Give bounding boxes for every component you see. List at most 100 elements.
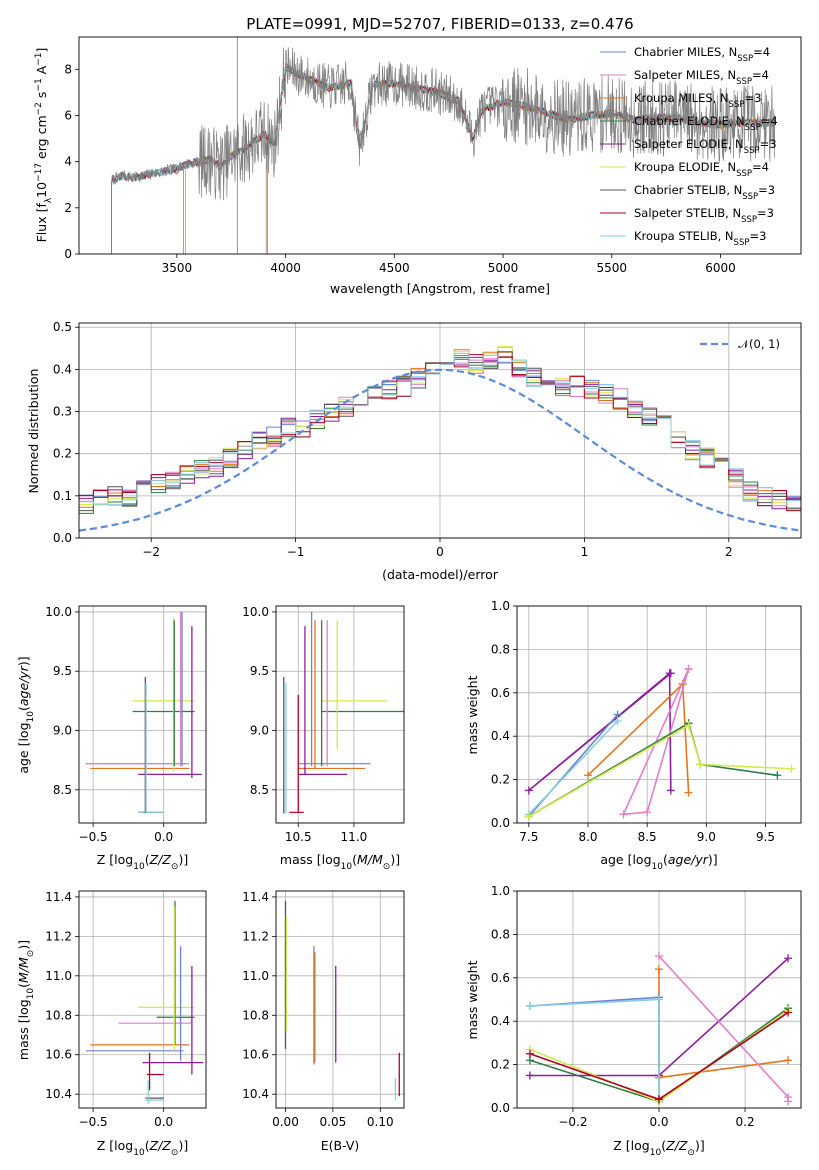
age-mass-xlabel-part: M/M xyxy=(357,852,383,867)
residuals-plot xyxy=(79,346,801,532)
spectrum-ylabel-part: erg cm xyxy=(34,115,49,163)
weight-z-ylabel: mass weight xyxy=(465,960,480,1039)
age-z-xlabel-part: Z [log xyxy=(97,852,133,867)
legend-label: Chabrier MILES, NSSP=4 xyxy=(634,45,770,64)
legend-label-main: Chabrier STELIB, N xyxy=(634,183,742,197)
residuals-xtick-label: 2 xyxy=(725,545,733,559)
age-mass-xlabel-part: mass [log xyxy=(280,852,341,867)
weight-vs-age-ytick-label: 0.4 xyxy=(491,729,510,743)
legend-label-eq: =3 xyxy=(744,91,761,105)
mass-z-xlabel-part: ( xyxy=(145,1138,150,1153)
weight-point xyxy=(666,786,675,795)
legend-label-sub: SSP xyxy=(734,238,750,248)
spectrum-xtick-label: 6000 xyxy=(705,261,736,275)
age-vs-Z-plot xyxy=(86,611,202,814)
age-vs-mass-ytick-label: 9.0 xyxy=(250,724,269,738)
weight-age-xlabel-part: 10 xyxy=(652,862,664,872)
mass-z-ylabel-part: M/M xyxy=(16,957,31,983)
age-z-xlabel-part: 10 xyxy=(133,862,145,872)
residuals-xtick-label: 0 xyxy=(436,545,444,559)
age-vs-mass-xtick-label: 10.5 xyxy=(285,830,312,844)
spectrum-ylabel-part: ] xyxy=(34,48,49,53)
age-mass-xlabel: mass [log10(M/M⊙)] xyxy=(280,852,400,872)
weight-point xyxy=(787,764,796,773)
spectrum-ylabel-part: 10 xyxy=(34,182,49,198)
weight-point xyxy=(784,1056,793,1065)
weight-point xyxy=(524,786,533,795)
residuals-ytick-label: 0.1 xyxy=(53,489,72,503)
legend-label-eq: =4 xyxy=(753,45,770,59)
mass-z-xlabel-part: 10 xyxy=(133,1148,145,1158)
mass-vs-EBV-axes: 0.00 0.05 0.10 10.4 10.6 10.8 11.0 11.2 11.4 xyxy=(242,890,404,1129)
weight-point xyxy=(655,1095,663,1104)
weight-vs-age-xtick-label: 8.0 xyxy=(578,830,597,844)
weight-age-xlabel-part: )] xyxy=(708,852,718,867)
mass-z-xlabel-part: ⊙ xyxy=(171,1148,179,1158)
spectrum-ylabel: Flux [fλ10−17 erg cm−2 s−1 A−1] xyxy=(34,48,54,243)
weight-point xyxy=(784,1008,793,1017)
weight-point xyxy=(525,1071,534,1080)
weight-vs-Z-xtick-label: −0.2 xyxy=(558,1115,587,1129)
mass-vs-EBV-ytick-label: 10.6 xyxy=(242,1048,269,1062)
weight-point xyxy=(696,760,705,769)
mass-z-ylabel-part: mass [log xyxy=(16,999,31,1060)
weight-line xyxy=(529,998,660,1102)
weight-z-xlabel-part: ( xyxy=(661,1138,666,1153)
residuals-axes: −2 −1 0 1 2 0.0 0.1 0.2 0.3 0.4 0.5 xyxy=(53,320,801,559)
legend-label-main: Salpeter ELODIE, N xyxy=(634,137,744,151)
legend-label-sub: SSP xyxy=(741,215,757,225)
age-z-ylabel-part: age/yr xyxy=(16,665,31,706)
weight-z-xlabel-part: Z [log xyxy=(613,1138,649,1153)
age-z-ylabel-part: age [log xyxy=(16,722,31,773)
mass-z-xlabel-part: Z [log xyxy=(97,1138,133,1153)
age-z-xlabel-part: ⊙ xyxy=(171,862,179,872)
residual-histogram xyxy=(79,352,801,506)
mass-vs-EBV-plot xyxy=(284,900,400,1101)
weight-vs-Z-ytick-label: 1.0 xyxy=(491,884,510,898)
mass-ebv-xlabel: E(B-V) xyxy=(321,1138,360,1153)
weight-line xyxy=(528,724,792,818)
residuals-ytick-label: 0.3 xyxy=(53,405,72,419)
age-vs-mass-ytick-label: 10.0 xyxy=(242,605,269,619)
weight-vs-age-xtick-label: 8.5 xyxy=(638,830,657,844)
legend-label: Salpeter STELIB, NSSP=3 xyxy=(634,206,774,225)
age-z-xlabel-part: Z/Z xyxy=(149,852,172,867)
weight-age-xlabel-part: ( xyxy=(663,852,668,867)
spectrum-plot xyxy=(111,37,776,254)
normal-curve xyxy=(79,368,801,532)
mass-z-xlabel-part: )] xyxy=(178,1138,188,1153)
weight-point xyxy=(684,788,693,797)
spectrum-ylabel-part: −2 xyxy=(34,102,44,115)
mass-vs-EBV-ytick-label: 11.2 xyxy=(242,929,269,943)
legend-label-main: Salpeter MILES, N xyxy=(634,68,736,82)
weight-vs-age-ytick-label: 0.6 xyxy=(491,686,510,700)
age-vs-mass-plot xyxy=(283,611,404,814)
weight-line xyxy=(529,996,660,1102)
residuals-ytick-label: 0.0 xyxy=(53,531,72,545)
weight-z-xlabel-part: 10 xyxy=(650,1148,662,1158)
weight-vs-age-ytick-label: 0.2 xyxy=(491,773,510,787)
legend-label: Salpeter MILES, NSSP=4 xyxy=(634,68,769,87)
axes-frame xyxy=(78,605,207,824)
axes-frame xyxy=(516,605,802,824)
mass-vs-EBV-xtick-label: 0.00 xyxy=(272,1115,299,1129)
age-mass-xlabel-part: ( xyxy=(352,852,357,867)
legend-label-main: Kroupa STELIB, N xyxy=(634,229,734,243)
weight-point xyxy=(584,771,592,780)
residual-histogram xyxy=(79,346,801,511)
weight-z-xlabel-part: )] xyxy=(695,1138,705,1153)
mass-z-ylabel-part: 10 xyxy=(26,988,36,1000)
spectrum-ytick-label: 4 xyxy=(64,155,72,169)
weight-vs-age-xtick-label: 9.0 xyxy=(697,830,716,844)
mass-vs-EBV-xtick-label: 0.05 xyxy=(320,1115,347,1129)
mass-vs-EBV-ytick-label: 11.4 xyxy=(242,890,269,904)
weight-line xyxy=(528,671,672,792)
weight-vs-age-xtick-label: 7.5 xyxy=(519,830,538,844)
spectrum-xtick-label: 3500 xyxy=(162,261,193,275)
legend-label-eq: =4 xyxy=(752,68,769,82)
legend-label-sub: SSP xyxy=(736,77,752,87)
age-vs-Z-ytick-label: 9.0 xyxy=(53,724,72,738)
weight-point xyxy=(684,721,693,730)
weight-point xyxy=(784,954,793,963)
